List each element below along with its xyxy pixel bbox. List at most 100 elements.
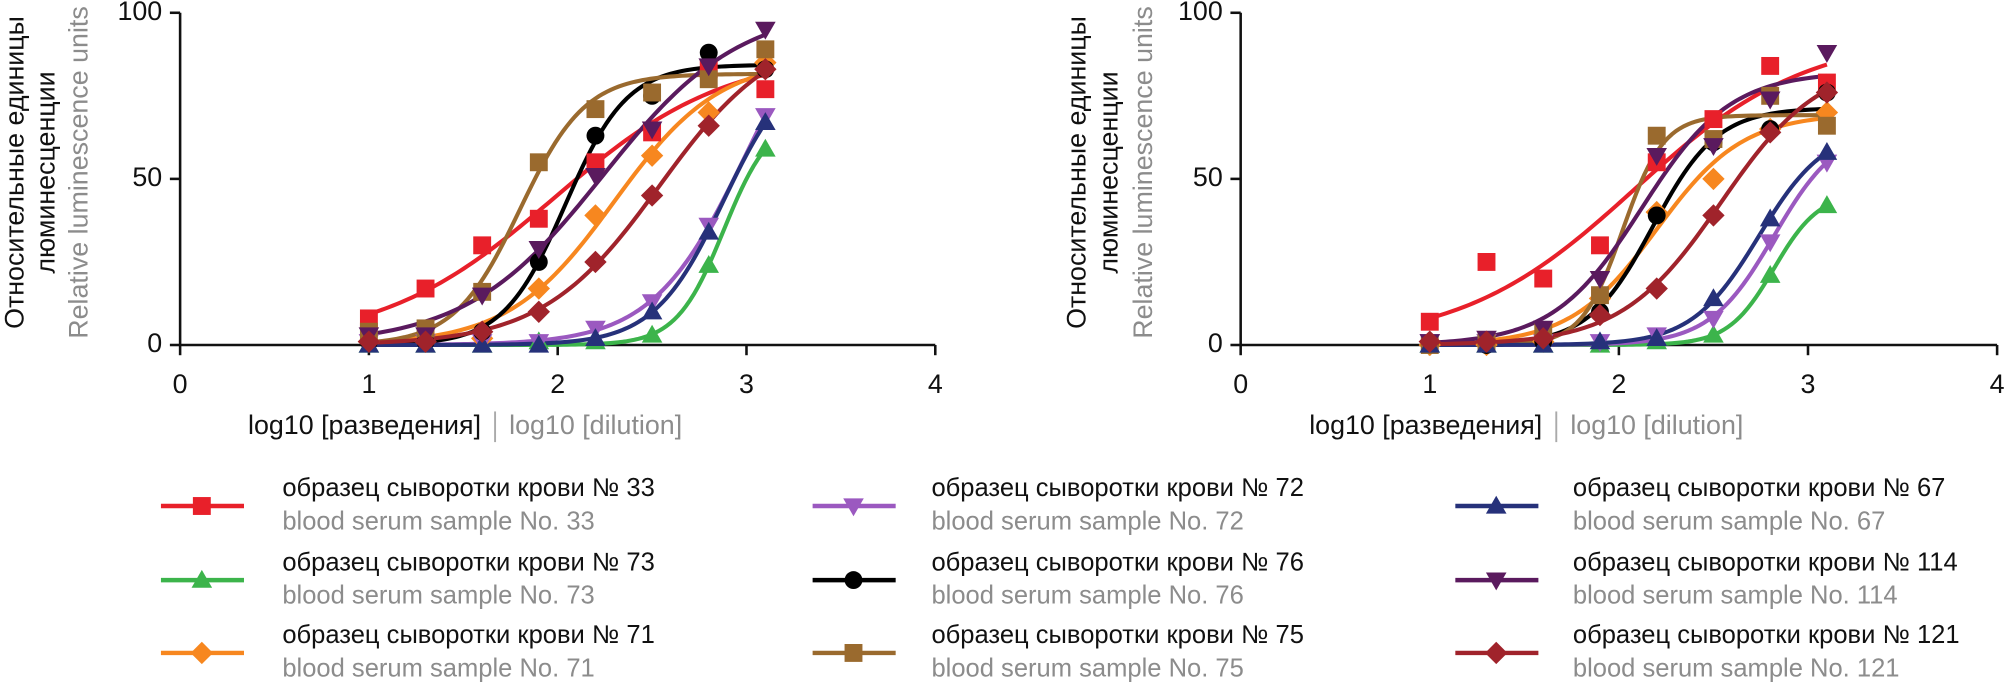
- x-tick-label: 0: [1233, 369, 1248, 399]
- y-tick-label: 50: [1193, 162, 1223, 192]
- data-point: [414, 330, 437, 353]
- data-point: [586, 153, 605, 172]
- data-point: [699, 70, 718, 89]
- x-tick-label: 1: [1422, 369, 1437, 399]
- data-point: [1702, 204, 1725, 227]
- legend-item: образец сыворотки крови № 67 blood serum …: [1455, 474, 1945, 535]
- x-tick-label: 0: [173, 369, 188, 399]
- data-point: [697, 114, 720, 137]
- data-point: [1646, 148, 1667, 166]
- data-point: [755, 138, 776, 157]
- fit-curve: [368, 71, 766, 345]
- x-tick-label: 2: [1611, 369, 1626, 399]
- marker: [190, 641, 214, 665]
- data-point: [471, 287, 493, 306]
- data-point: [1816, 142, 1838, 160]
- data-point: [643, 83, 662, 102]
- data-point: [698, 58, 720, 77]
- fit-curve: [368, 147, 767, 348]
- data-point: [1475, 330, 1498, 353]
- data-point: [1703, 138, 1724, 156]
- data-point: [528, 241, 550, 259]
- x-tick-label: 4: [1990, 369, 2005, 399]
- data-point: [1588, 303, 1612, 327]
- data-point: [640, 144, 664, 167]
- data-point: [641, 121, 663, 140]
- data-point: [755, 21, 776, 40]
- data-point: [699, 43, 718, 62]
- legend-label-en: blood serum sample No. 76: [931, 581, 1243, 609]
- data-point: [756, 80, 775, 99]
- legend-label-en: blood serum sample No. 114: [1573, 581, 1898, 609]
- x-axis-label-en: log10 [dilution]: [509, 410, 682, 440]
- x-tick-label: 3: [739, 369, 754, 399]
- x-tick-label: 4: [928, 369, 943, 399]
- legend-label-en: blood serum sample No. 67: [1573, 507, 1885, 535]
- legend-label: образец сыворотки крови № 114: [1573, 548, 1958, 576]
- data-point: [585, 167, 606, 186]
- fit-curve: [368, 121, 768, 348]
- data-point: [756, 40, 775, 59]
- data-point: [697, 101, 720, 124]
- data-point: [640, 184, 664, 207]
- data-point: [1646, 328, 1667, 346]
- legend-label-en: blood serum sample No. 75: [931, 654, 1243, 682]
- legend-label: образец сыворотки крови № 67: [1573, 474, 1946, 502]
- legend-label: образец сыворотки крови № 76: [931, 548, 1304, 576]
- legend-item: образец сыворотки крови № 114 blood serum…: [1455, 548, 1958, 609]
- data-point: [585, 328, 606, 346]
- data-point: [416, 279, 435, 298]
- legend-item: образец сыворотки крови № 73 blood serum …: [160, 548, 655, 609]
- data-point: [1589, 270, 1611, 289]
- legend-label-en: blood serum sample No. 121: [1573, 654, 1900, 682]
- data-point: [1759, 264, 1781, 283]
- legend-label: образец сыворотки крови № 73: [282, 548, 655, 576]
- data-point: [1647, 126, 1666, 145]
- marker: [1485, 641, 1508, 665]
- y-tick-label: 0: [1208, 328, 1223, 358]
- data-point: [1702, 167, 1725, 191]
- data-point: [470, 320, 494, 343]
- y-tick-label: 50: [132, 162, 162, 192]
- data-point: [473, 236, 492, 255]
- data-point: [1477, 253, 1496, 271]
- data-point: [1532, 327, 1555, 350]
- data-point: [641, 324, 663, 343]
- data-point: [755, 112, 776, 131]
- fit-curve: [368, 32, 767, 337]
- marker: [844, 644, 863, 662]
- data-point: [1761, 56, 1780, 75]
- y-tick-label: 100: [117, 0, 162, 26]
- marker: [1485, 572, 1507, 591]
- y-axis-label-en: Relative luminescence units: [1128, 6, 1158, 339]
- data-point: [1816, 195, 1838, 214]
- legend-label: образец сыворотки крови № 33: [282, 474, 655, 502]
- y-axis-label: Относительные единицы: [0, 16, 30, 329]
- data-point: [528, 334, 550, 353]
- data-point: [584, 204, 607, 227]
- data-point: [1759, 208, 1781, 227]
- marker: [191, 569, 213, 588]
- legend-item: образец сыворотки крови № 72 blood serum …: [812, 474, 1304, 535]
- data-point: [1759, 234, 1781, 253]
- legend-label: образец сыворотки крови № 71: [282, 621, 655, 649]
- y-axis-label-en: Relative luminescence units: [64, 6, 94, 339]
- legend-label: образец сыворотки крови № 121: [1573, 621, 1960, 649]
- data-point: [698, 221, 720, 240]
- x-tick-label: 1: [361, 369, 376, 399]
- data-point: [1418, 330, 1441, 353]
- data-point: [586, 126, 605, 145]
- x-tick-label: 3: [1801, 369, 1816, 399]
- data-point: [1589, 331, 1611, 350]
- fit-curve: [368, 72, 766, 317]
- x-axis-label: log10 [разведения]: [248, 410, 481, 440]
- data-point: [1816, 45, 1838, 63]
- data-point: [586, 100, 605, 119]
- legend-item: образец сыворотки крови № 71 blood serum …: [160, 621, 655, 682]
- data-point: [1591, 286, 1609, 305]
- legend-label: образец сыворотки крови № 72: [931, 474, 1304, 502]
- x-axis-label: log10 [разведения]: [1309, 410, 1542, 440]
- y-axis-label: люминесценции: [30, 71, 60, 273]
- data-point: [1758, 121, 1782, 144]
- plot: 0 50 100 0 1 2 3 4 log10 [разведения] log10 [dilu…: [1061, 0, 2005, 443]
